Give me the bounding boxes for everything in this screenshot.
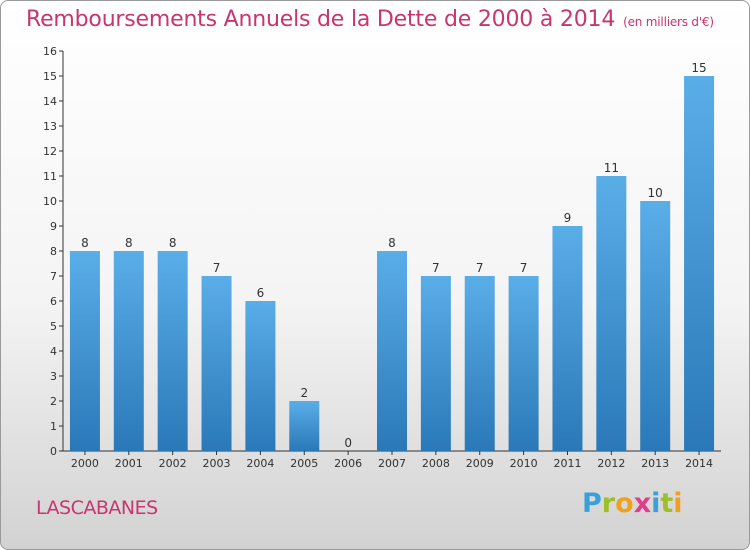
y-tick-label: 16 (43, 45, 57, 58)
bar-value-label: 10 (648, 186, 663, 200)
bar-value-label: 7 (476, 261, 484, 275)
bar (157, 251, 188, 451)
y-tick-label: 8 (50, 245, 57, 258)
bar-value-label: 15 (691, 61, 706, 75)
bar-value-label: 7 (213, 261, 221, 275)
bar-value-label: 8 (125, 236, 133, 250)
bar (464, 276, 495, 451)
bar (508, 276, 539, 451)
y-tick-label: 6 (50, 295, 57, 308)
chart-title: Remboursements Annuels de la Dette de 20… (26, 7, 714, 32)
x-tick-label: 2014 (685, 457, 713, 470)
bar-value-label: 9 (564, 211, 572, 225)
y-tick-label: 4 (50, 345, 57, 358)
x-tick-label: 2008 (422, 457, 450, 470)
title-text: Remboursements Annuels de la Dette de 20… (26, 7, 616, 32)
y-tick-label: 1 (50, 420, 57, 433)
bar-value-label: 2 (300, 386, 308, 400)
y-tick-label: 3 (50, 370, 57, 383)
bar-value-label: 8 (81, 236, 89, 250)
y-tick-label: 15 (43, 70, 57, 83)
y-tick-label: 0 (50, 445, 57, 458)
x-axis: 2000 2001 2002 2003 2004 2005 2006 2007 2008 2009… (63, 450, 721, 470)
x-tick-label: 2012 (597, 457, 625, 470)
bar-value-label: 11 (604, 161, 619, 175)
bar-value-label: 8 (388, 236, 396, 250)
bar (289, 401, 320, 451)
bar (377, 251, 407, 451)
bar (420, 276, 451, 451)
proxiti-logo[interactable]: Proxiti (582, 488, 683, 519)
unit-note: (en milliers d'€) (623, 15, 714, 29)
x-tick-label: 2013 (641, 457, 669, 470)
x-tick-label: 2011 (553, 457, 581, 470)
x-tick-label: 2010 (510, 457, 538, 470)
x-tick-label: 2009 (466, 457, 494, 470)
bar (684, 76, 715, 451)
y-tick-label: 7 (50, 270, 57, 283)
x-tick-label: 2000 (71, 457, 99, 470)
bar (69, 251, 100, 451)
bar-value-label: 0 (344, 436, 352, 450)
bar (552, 226, 583, 451)
bar-value-label: 7 (432, 261, 440, 275)
y-tick-label: 11 (43, 170, 57, 183)
bar-value-label: 7 (520, 261, 528, 275)
bar-value-label: 6 (257, 286, 265, 300)
y-tick-label: 5 (50, 320, 57, 333)
y-tick-label: 10 (43, 195, 57, 208)
commune-name: LASCABANES (36, 497, 158, 519)
bars-group: 8 8 8 7 6 2 0 8 7 7 7 9 11 10 15 (69, 61, 715, 451)
y-tick-label: 2 (50, 395, 57, 408)
x-tick-label: 2006 (334, 457, 362, 470)
x-tick-label: 2003 (203, 457, 231, 470)
y-tick-label: 9 (50, 220, 57, 233)
x-tick-label: 2005 (290, 457, 318, 470)
bar-value-label: 8 (169, 236, 177, 250)
y-tick-label: 14 (43, 95, 57, 108)
x-tick-label: 2007 (378, 457, 406, 470)
y-tick-label: 12 (43, 145, 57, 158)
bar (640, 201, 671, 451)
y-tick-label: 13 (43, 120, 57, 133)
bar (596, 176, 627, 451)
bar (245, 301, 276, 451)
x-tick-label: 2004 (246, 457, 274, 470)
x-tick-label: 2002 (159, 457, 187, 470)
bar (201, 276, 232, 451)
bar (113, 251, 144, 451)
x-tick-label: 2001 (115, 457, 143, 470)
